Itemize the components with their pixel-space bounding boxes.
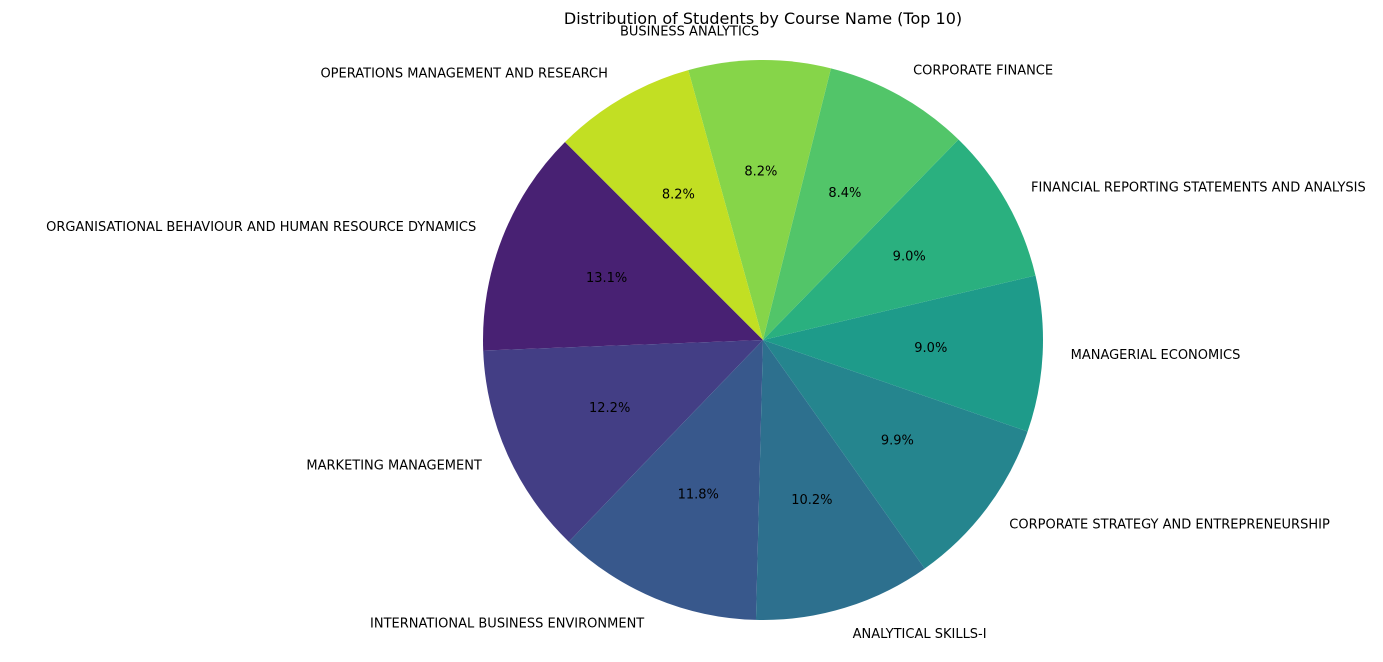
pie-slice-corporate-strategy-and-entrepreneurship (763, 340, 1028, 569)
percentage-labels: 13.1% 12.2% 11.8% 10.2% 9.9% 9.0% 9.0% 8.4% 8.2%… (586, 165, 947, 509)
pie-slice-business-analytics (688, 59, 831, 341)
slice-label-analytical-skills-i: ANALYTICAL SKILLS-I (853, 627, 987, 642)
slice-label-business-analytics: BUSINESS ANALYTICS (620, 25, 759, 40)
pct-label-organisational-behaviour-and-human-resource-dynamics: 13.1% (586, 271, 627, 286)
slice-label-operations-management-and-research: OPERATIONS MANAGEMENT AND RESEARCH (320, 66, 607, 81)
pct-label-corporate-finance: 8.4% (828, 186, 861, 201)
pct-label-analytical-skills-i: 10.2% (791, 493, 832, 508)
slice-label-organisational-behaviour-and-human-resource-dynamics: ORGANISATIONAL BEHAVIOUR AND HUMAN RESOU… (46, 220, 476, 235)
pct-label-managerial-economics: 9.0% (914, 341, 947, 356)
slice-label-corporate-finance: CORPORATE FINANCE (913, 64, 1053, 79)
pie-slice-marketing-management (483, 340, 763, 542)
slice-label-corporate-strategy-and-entrepreneurship: CORPORATE STRATEGY AND ENTREPRENEURSHIP (1009, 517, 1330, 532)
slice-label-financial-reporting-statements-and-analysis: FINANCIAL REPORTING STATEMENTS AND ANALY… (1031, 181, 1366, 196)
pie-slice-corporate-finance (763, 68, 959, 341)
pie-slice-international-business-environment (568, 340, 763, 620)
pie-slice-analytical-skills-i (755, 340, 925, 620)
pct-label-corporate-strategy-and-entrepreneurship: 9.9% (881, 433, 914, 448)
pie-slice-organisational-behaviour-and-human-resource-dynamics (483, 142, 763, 351)
category-labels: ORGANISATIONAL BEHAVIOUR AND HUMAN RESOU… (46, 25, 1366, 643)
slices-layer (483, 59, 1044, 620)
pct-label-business-analytics: 8.2% (744, 165, 777, 180)
slice-label-marketing-management: MARKETING MANAGEMENT (306, 458, 482, 473)
chart-title: Distribution of Students by Course Name … (564, 9, 962, 28)
slice-label-managerial-economics: MANAGERIAL ECONOMICS (1071, 348, 1241, 363)
pie-slice-managerial-economics (763, 275, 1044, 432)
pct-label-operations-management-and-research: 8.2% (662, 187, 695, 202)
pct-label-international-business-environment: 11.8% (678, 488, 719, 503)
pct-label-financial-reporting-statements-and-analysis: 9.0% (893, 250, 926, 265)
pie-slice-operations-management-and-research (565, 70, 763, 340)
pct-label-marketing-management: 12.2% (589, 401, 630, 416)
slice-label-international-business-environment: INTERNATIONAL BUSINESS ENVIRONMENT (370, 617, 644, 632)
pie-slice-financial-reporting-statements-and-analysis (763, 139, 1036, 340)
